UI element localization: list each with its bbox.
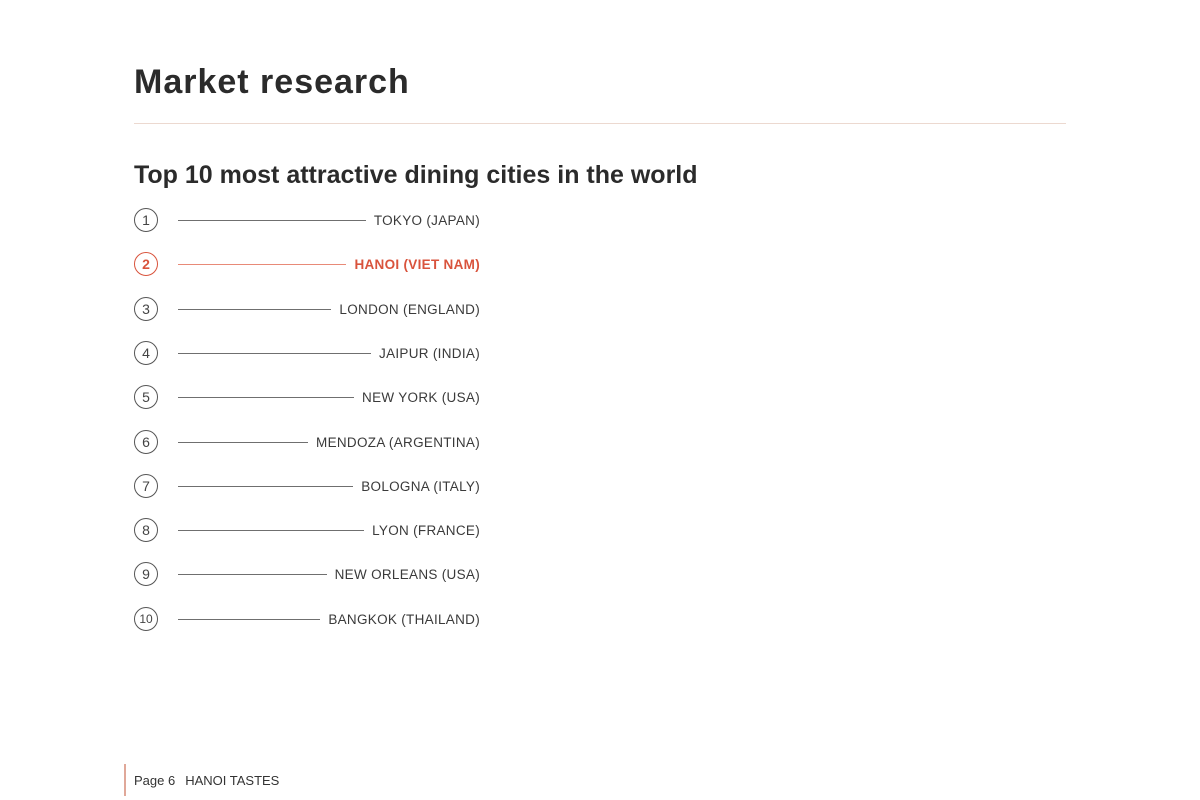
ranking-item: 4 JAIPUR (INDIA) <box>134 340 480 367</box>
ranking-item: 10 BANGKOK (THAILAND) <box>134 606 480 633</box>
city-name: LYON (FRANCE) <box>372 523 480 539</box>
publication-name: HANOI TASTES <box>185 772 280 788</box>
leader-line <box>178 530 365 532</box>
ranking-item: 1 TOKYO (JAPAN) <box>134 208 480 234</box>
rank-badge: 7 <box>134 473 158 498</box>
leader-line <box>178 618 321 620</box>
rank-badge: 5 <box>134 385 158 410</box>
rank-badge: 8 <box>134 518 158 543</box>
city-name: HANOI (VIET NAM) <box>354 257 480 273</box>
leader-line <box>178 308 332 310</box>
ranking-item: 6 MENDOZA (ARGENTINA) <box>134 429 480 456</box>
page-footer: Page 6 HANOI TASTES <box>124 764 279 796</box>
ranking-item: 3 LONDON (ENGLAND) <box>134 296 480 323</box>
title-divider <box>134 123 1066 124</box>
rank-badge: 1 <box>134 208 158 232</box>
leader-line <box>178 441 309 443</box>
ranking-list: 1 TOKYO (JAPAN) 2 HANOI (VIET NAM) 3 LON… <box>134 0 480 800</box>
city-name: NEW YORK (USA) <box>362 390 480 406</box>
ranking-item: 7 BOLOGNA (ITALY) <box>134 473 480 500</box>
city-name: LONDON (ENGLAND) <box>339 301 480 317</box>
ranking-item: 8 LYON (FRANCE) <box>134 518 480 544</box>
rank-badge: 2 <box>134 252 158 277</box>
section-heading: Top 10 most attractive dining cities in … <box>134 161 698 189</box>
ranking-item: 5 NEW YORK (USA) <box>134 385 480 411</box>
leader-line <box>178 264 347 266</box>
rank-badge: 4 <box>134 340 158 365</box>
rank-badge: 10 <box>134 606 158 631</box>
leader-line <box>178 574 327 576</box>
ranking-item: 2 HANOI (VIET NAM) <box>134 252 480 278</box>
leader-line <box>178 220 366 221</box>
rank-badge: 3 <box>134 296 158 321</box>
city-name: BOLOGNA (ITALY) <box>361 478 480 494</box>
city-name: NEW ORLEANS (USA) <box>334 567 480 583</box>
city-name: MENDOZA (ARGENTINA) <box>316 434 480 450</box>
city-name: JAIPUR (INDIA) <box>379 345 480 361</box>
leader-line <box>178 485 354 487</box>
leader-line <box>178 397 355 399</box>
city-name: BANGKOK (THAILAND) <box>328 611 480 627</box>
page-title: Market research <box>134 63 410 101</box>
city-name: TOKYO (JAPAN) <box>373 213 480 228</box>
rank-badge: 9 <box>134 562 158 587</box>
page-number: Page 6 <box>134 772 176 788</box>
ranking-item: 9 NEW ORLEANS (USA) <box>134 562 480 588</box>
leader-line <box>178 352 372 354</box>
rank-badge: 6 <box>134 429 158 454</box>
